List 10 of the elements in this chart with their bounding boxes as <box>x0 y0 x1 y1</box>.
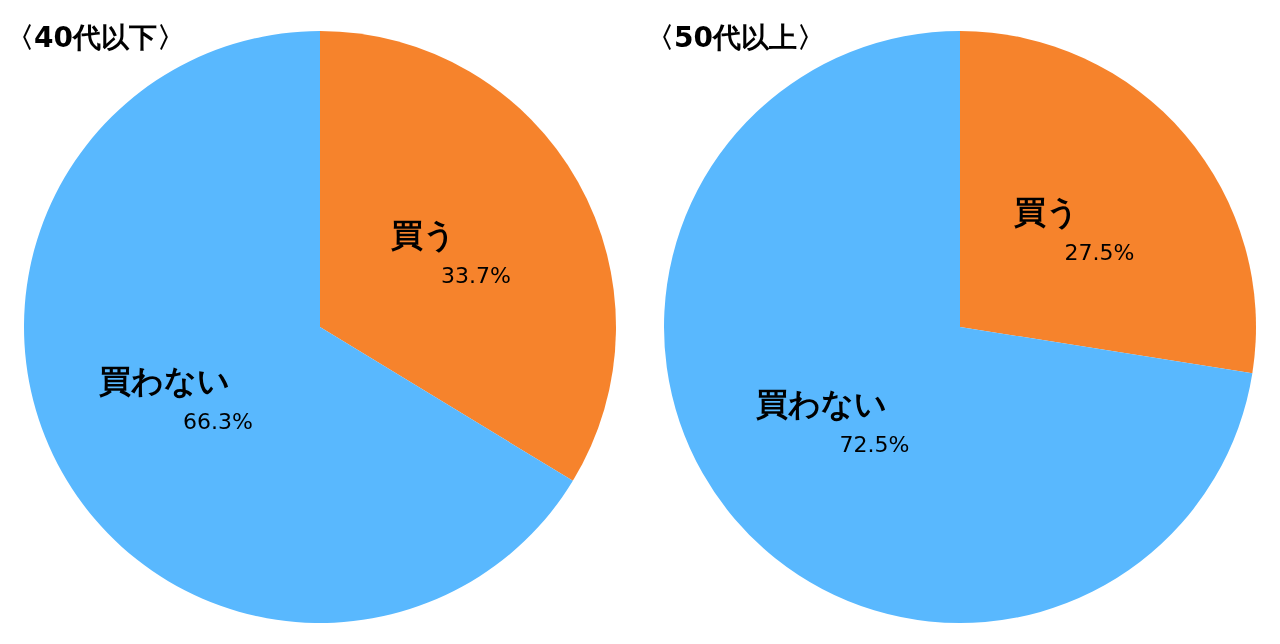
slice-label: 買う <box>1014 192 1080 231</box>
chart-title: 〈50代以上〉 <box>646 21 825 54</box>
slice-label: 買う <box>390 216 456 255</box>
chart-title: 〈40代以下〉 <box>6 21 185 54</box>
slice-label: 買わない <box>755 385 887 424</box>
data-label: 66.3% <box>183 408 253 434</box>
slice-label: 買わない <box>99 361 231 400</box>
data-label: 27.5% <box>1064 239 1135 265</box>
data-label: 72.5% <box>839 432 910 458</box>
data-label: 33.7% <box>441 263 511 289</box>
